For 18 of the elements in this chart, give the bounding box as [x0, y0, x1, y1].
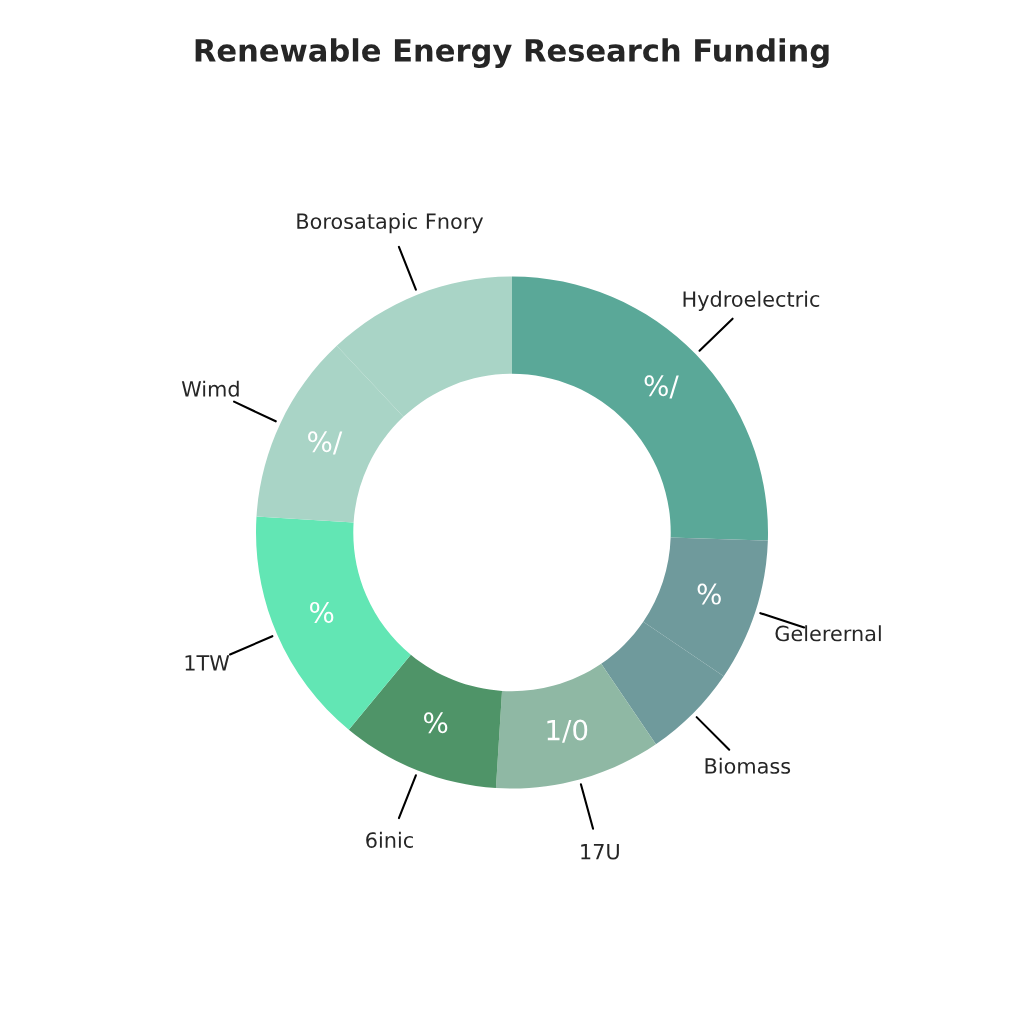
slice-label: Biomass: [705, 757, 791, 774]
donut-slice: [256, 516, 411, 730]
slice-label: Borosatapic Fnory: [297, 212, 484, 234]
slice-label: 6inic: [366, 831, 413, 848]
donut-slice: [495, 663, 656, 789]
data-label: %: [310, 601, 334, 623]
data-label: %: [424, 712, 448, 734]
chart-title: Renewable Energy Research Funding: [195, 38, 829, 69]
slice-label: 1TW: [185, 655, 230, 671]
slice-label: Wimd: [181, 380, 239, 397]
slice-label: Gelerernal: [775, 625, 881, 642]
donut-slice: [348, 654, 503, 788]
data-label: %/: [308, 431, 343, 455]
slice-label: 17U: [581, 844, 619, 860]
slice-label: Hydroelectric: [683, 290, 820, 311]
data-label: %: [697, 583, 721, 605]
data-label: 1/0: [547, 719, 588, 743]
data-label: %/: [644, 375, 679, 399]
